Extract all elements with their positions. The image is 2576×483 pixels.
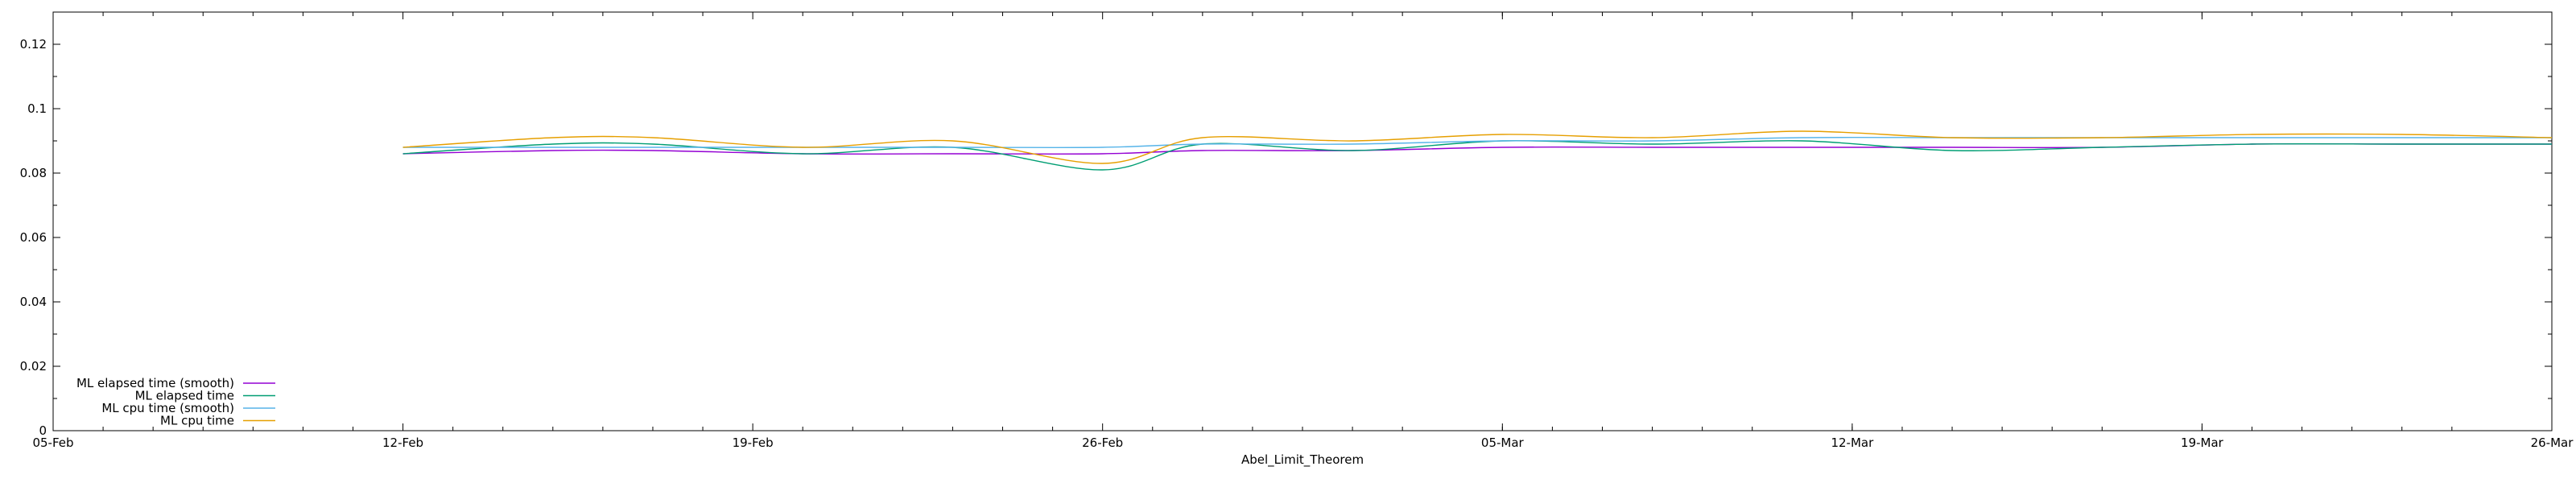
x-axis-title: Abel_Limit_Theorem: [1241, 452, 1364, 468]
series-line-2: [402, 140, 2552, 171]
x-tick-label: 26-Mar: [2531, 436, 2574, 450]
legend: ML elapsed time (smooth)ML elapsed timeM…: [76, 376, 275, 428]
x-tick-label: 19-Feb: [733, 436, 774, 450]
y-tick-label: 0.02: [20, 359, 47, 374]
legend-label-3: ML cpu time (smooth): [101, 401, 234, 415]
x-tick-label: 05-Mar: [1481, 436, 1525, 450]
legend-label-1: ML elapsed time (smooth): [76, 376, 234, 390]
y-tick-label: 0.12: [20, 37, 47, 52]
x-tick-label: 12-Mar: [1831, 436, 1874, 450]
legend-label-2: ML elapsed time: [135, 389, 234, 403]
series-line-3: [402, 137, 2552, 148]
x-tick-label: 12-Feb: [382, 436, 423, 450]
y-tick-label: 0.1: [27, 101, 47, 116]
series-lines: [402, 130, 2553, 171]
x-axis: 05-Feb 12-Feb 19-Feb 26-Feb 05-Mar 12-Mar 19-M…: [32, 12, 2574, 450]
y-tick-label: 0: [39, 423, 47, 438]
y-axis: 0 0.02 0.04 0.06 0.08 0.1 0.12: [20, 37, 2552, 438]
y-tick-label: 0.08: [20, 166, 47, 180]
x-tick-label: 26-Feb: [1082, 436, 1123, 450]
legend-label-4: ML cpu time: [160, 414, 234, 428]
x-tick-label: 19-Mar: [2181, 436, 2224, 450]
y-tick-label: 0.04: [20, 295, 47, 309]
x-tick-label: 05-Feb: [32, 436, 73, 450]
y-tick-label: 0.06: [20, 230, 47, 245]
plot-frame: [52, 11, 2553, 431]
series-line-4: [402, 130, 2553, 164]
